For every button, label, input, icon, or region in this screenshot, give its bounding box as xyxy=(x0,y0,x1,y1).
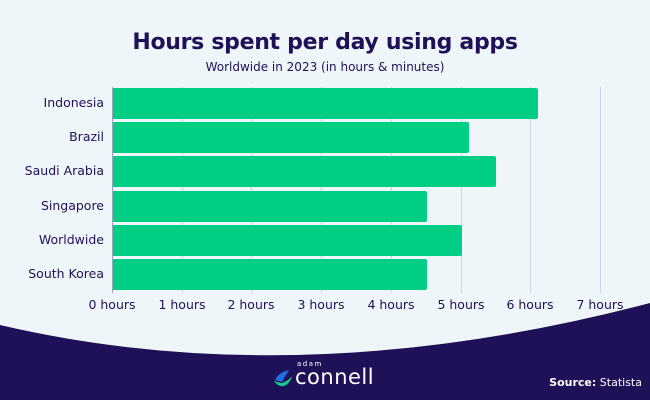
gridline xyxy=(530,87,531,293)
y-label: Saudi Arabia xyxy=(24,163,104,178)
gridline xyxy=(321,87,322,293)
checkmark-logo-icon xyxy=(274,370,292,387)
logo-small-text: adam xyxy=(297,360,323,368)
x-tick: 4 hours xyxy=(367,297,415,312)
bar-singapore xyxy=(113,191,427,222)
source-label: Source: xyxy=(549,376,597,389)
bar-indonesia xyxy=(113,88,539,119)
x-tick: 5 hours xyxy=(437,297,485,312)
x-tick: 1 hours xyxy=(158,297,206,312)
chart-title: Hours spent per day using apps xyxy=(132,30,518,55)
source-credit: Source: Statista xyxy=(549,376,642,389)
chart-subtitle: Worldwide in 2023 (in hours & minutes) xyxy=(205,60,445,74)
x-tick: 0 hours xyxy=(88,297,136,312)
bar-saudi-arabia xyxy=(113,156,497,187)
y-label: Brazil xyxy=(69,129,104,144)
source-value: Statista xyxy=(599,376,642,389)
bar-worldwide xyxy=(113,225,462,256)
gridline xyxy=(600,87,601,293)
logo-big-text: connell xyxy=(295,365,375,389)
gridline xyxy=(461,87,462,293)
x-tick: 7 hours xyxy=(576,297,624,312)
y-label: Worldwide xyxy=(38,232,104,247)
y-axis-line xyxy=(112,87,113,293)
x-tick: 6 hours xyxy=(506,297,554,312)
bar-south-korea xyxy=(113,259,427,290)
x-tick: 3 hours xyxy=(297,297,345,312)
bar-brazil xyxy=(113,122,469,153)
y-label: South Korea xyxy=(28,266,104,281)
y-label: Singapore xyxy=(40,198,104,213)
gridline xyxy=(182,87,183,293)
x-tick: 2 hours xyxy=(227,297,275,312)
plot-area xyxy=(112,87,632,293)
adam-connell-logo: adam connell xyxy=(273,360,375,389)
y-label: Indonesia xyxy=(43,95,104,110)
gridline xyxy=(251,87,252,293)
gridline xyxy=(391,87,392,293)
